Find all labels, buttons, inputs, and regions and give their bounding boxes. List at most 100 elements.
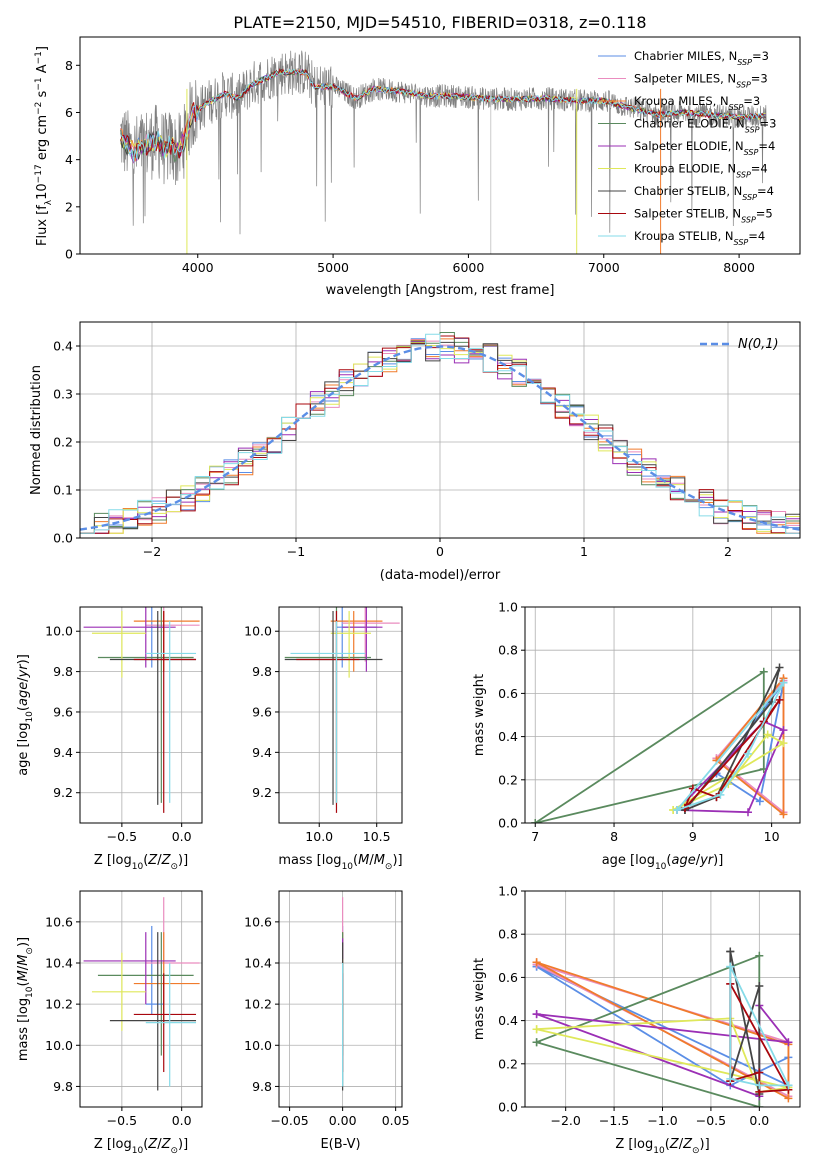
mass_vs_Z-frame: [79, 890, 203, 1108]
legend-label-6: Chabrier STELIB, NSSP=4: [634, 184, 774, 202]
y-tick-label: 10.4: [244, 956, 272, 971]
x-axis-label: age [log10(age/yr)]: [602, 853, 724, 872]
x-tick-label: 8000: [723, 260, 755, 275]
y-tick-label: 0.0: [53, 531, 73, 546]
x-axis-label: wavelength [Angstrom, rest frame]: [326, 283, 555, 298]
observed-spectrum: [120, 50, 767, 235]
y-tick-label: 9.8: [53, 1079, 73, 1094]
y-tick-label: 9.8: [53, 664, 73, 679]
mass_vs_EBV-frame: [278, 890, 403, 1108]
legend-label-0: Chabrier MILES, NSSP=3: [634, 49, 769, 67]
age_vs_Z-marks: [83, 607, 200, 813]
y-tick-label: 9.6: [252, 704, 272, 719]
residuals-marks: [80, 332, 800, 534]
y-tick-label: 0.2: [498, 772, 518, 787]
y-tick-label: 4: [65, 152, 73, 167]
x-tick-label: 5000: [317, 260, 349, 275]
age_vs_mass-frame: [278, 606, 403, 824]
y-tick-label: 8: [65, 58, 73, 73]
x-tick-label: 8: [610, 829, 618, 844]
y-tick-label: 0.1: [53, 483, 73, 498]
y-tick-label: 1.0: [498, 600, 518, 615]
y-tick-label: 10.0: [45, 624, 73, 639]
weight-marker: [726, 962, 735, 971]
weight_vs_Z-marks: [532, 947, 793, 1107]
x-tick-label: 0.05: [382, 1113, 410, 1128]
x-tick-label: −0.05: [270, 1113, 308, 1128]
plots: 4000 5000 6000 7000 8000 0 2 4 6 8 Chabrier MILES,…: [16, 36, 801, 1156]
weight-marker: [755, 951, 764, 960]
x-tick-label: 9: [689, 829, 697, 844]
x-tick-label: −0.5: [107, 829, 137, 844]
normal-curve: [80, 345, 800, 531]
y-tick-label: 0.6: [498, 686, 518, 701]
weight_vs_age-frame: [524, 606, 801, 824]
x-tick-label: 1: [580, 544, 588, 559]
y-axis-label: Flux [fλ10−17 erg cm−2 s−1 A−1]: [34, 46, 54, 246]
weight-marker: [726, 947, 735, 956]
y-tick-label: 0.4: [498, 729, 518, 744]
y-tick-label: 0.8: [498, 643, 518, 658]
weight-marker: [532, 1038, 541, 1047]
legend-label-3: Chabrier ELODIE, NSSP=3: [634, 117, 776, 135]
x-tick-label: 0.00: [329, 1113, 357, 1128]
weight-marker: [673, 806, 682, 815]
y-axis-label: Normed distribution: [29, 365, 44, 495]
y-tick-label: 9.2: [53, 785, 73, 800]
weight-marker: [743, 808, 752, 817]
y-tick-label: 10.4: [45, 956, 73, 971]
weight-marker: [755, 1068, 764, 1077]
y-tick-label: 9.8: [252, 1079, 272, 1094]
weight-marker: [779, 726, 788, 735]
legend-label-1: Salpeter MILES, NSSP=3: [634, 72, 768, 90]
legend-label-7: Salpeter STELIB, NSSP=5: [634, 207, 773, 225]
x-axis-label: mass [log10(M/M⊙)]: [278, 853, 402, 872]
x-tick-label: 10.0: [305, 829, 333, 844]
y-tick-label: 10.2: [244, 997, 272, 1012]
y-tick-label: 6: [65, 105, 73, 120]
x-tick-label: 7000: [588, 260, 620, 275]
y-tick-label: 2: [65, 199, 73, 214]
y-tick-label: 9.8: [252, 664, 272, 679]
weight-marker: [784, 1038, 793, 1047]
age_vs_Z-axes: −0.5 0.0 9.2 9.4 9.6 9.8 10.0 Z [log10(Z/Z⊙)] ag…: [16, 606, 203, 872]
y-tick-label: 9.6: [53, 704, 73, 719]
age_vs_mass-marks: [284, 607, 400, 813]
y-tick-label: 0: [65, 247, 73, 262]
x-axis-label: Z [log10(Z/Z⊙)]: [94, 1137, 188, 1156]
y-tick-label: 0.2: [498, 1056, 518, 1071]
weight-marker: [532, 1025, 541, 1034]
weight-marker: [784, 1094, 793, 1103]
age_vs_Z-frame: [79, 606, 203, 824]
legend-label-2: Kroupa MILES, NSSP=3: [634, 94, 760, 112]
mass_vs_EBV-axes: −0.05 0.00 0.05 9.8 10.0 10.2 10.4 10.6 E(B-V): [244, 890, 410, 1152]
x-axis-label: (data-model)/error: [380, 568, 501, 583]
weight-marker: [775, 695, 784, 704]
weight_vs_age-axes: 7 8 9 10 0.0 0.2 0.4 0.6 0.8 1.0 age [log10(age/yr…: [472, 600, 801, 872]
weight-marker: [532, 1010, 541, 1019]
y-tick-label: 10.0: [244, 624, 272, 639]
x-tick-label: 0.0: [172, 1113, 192, 1128]
y-axis-label: mass [log10(M/M⊙)]: [16, 937, 35, 1061]
x-tick-label: 0: [436, 544, 444, 559]
model-fit-salpeter-stelib: [120, 68, 766, 159]
y-tick-label: 0.0: [498, 1100, 518, 1115]
x-tick-label: 0.0: [172, 829, 192, 844]
x-tick-label: −0.5: [107, 1113, 137, 1128]
y-tick-label: 1.0: [498, 884, 518, 899]
weight-marker: [763, 730, 772, 739]
weight-marker: [726, 1074, 735, 1083]
y-tick-label: 9.4: [53, 745, 73, 760]
y-axis-label: mass weight: [472, 958, 487, 1040]
x-tick-label: −2.0: [550, 1113, 580, 1128]
model-fit-kroupa-stelib: [120, 68, 766, 162]
weight-line-kroupa-miles: [536, 961, 790, 1100]
weight-marker: [531, 819, 540, 823]
y-tick-label: 0.3: [53, 387, 73, 402]
y-tick-label: 0.0: [498, 816, 518, 831]
x-axis-label: E(B-V): [320, 1137, 360, 1152]
residuals-axes: −2 −1 0 1 2 0.0 0.1 0.2 0.3 0.4 N(0,1) (data-model)…: [29, 321, 801, 583]
weight-marker: [755, 1103, 764, 1107]
weight-marker: [784, 1081, 793, 1090]
